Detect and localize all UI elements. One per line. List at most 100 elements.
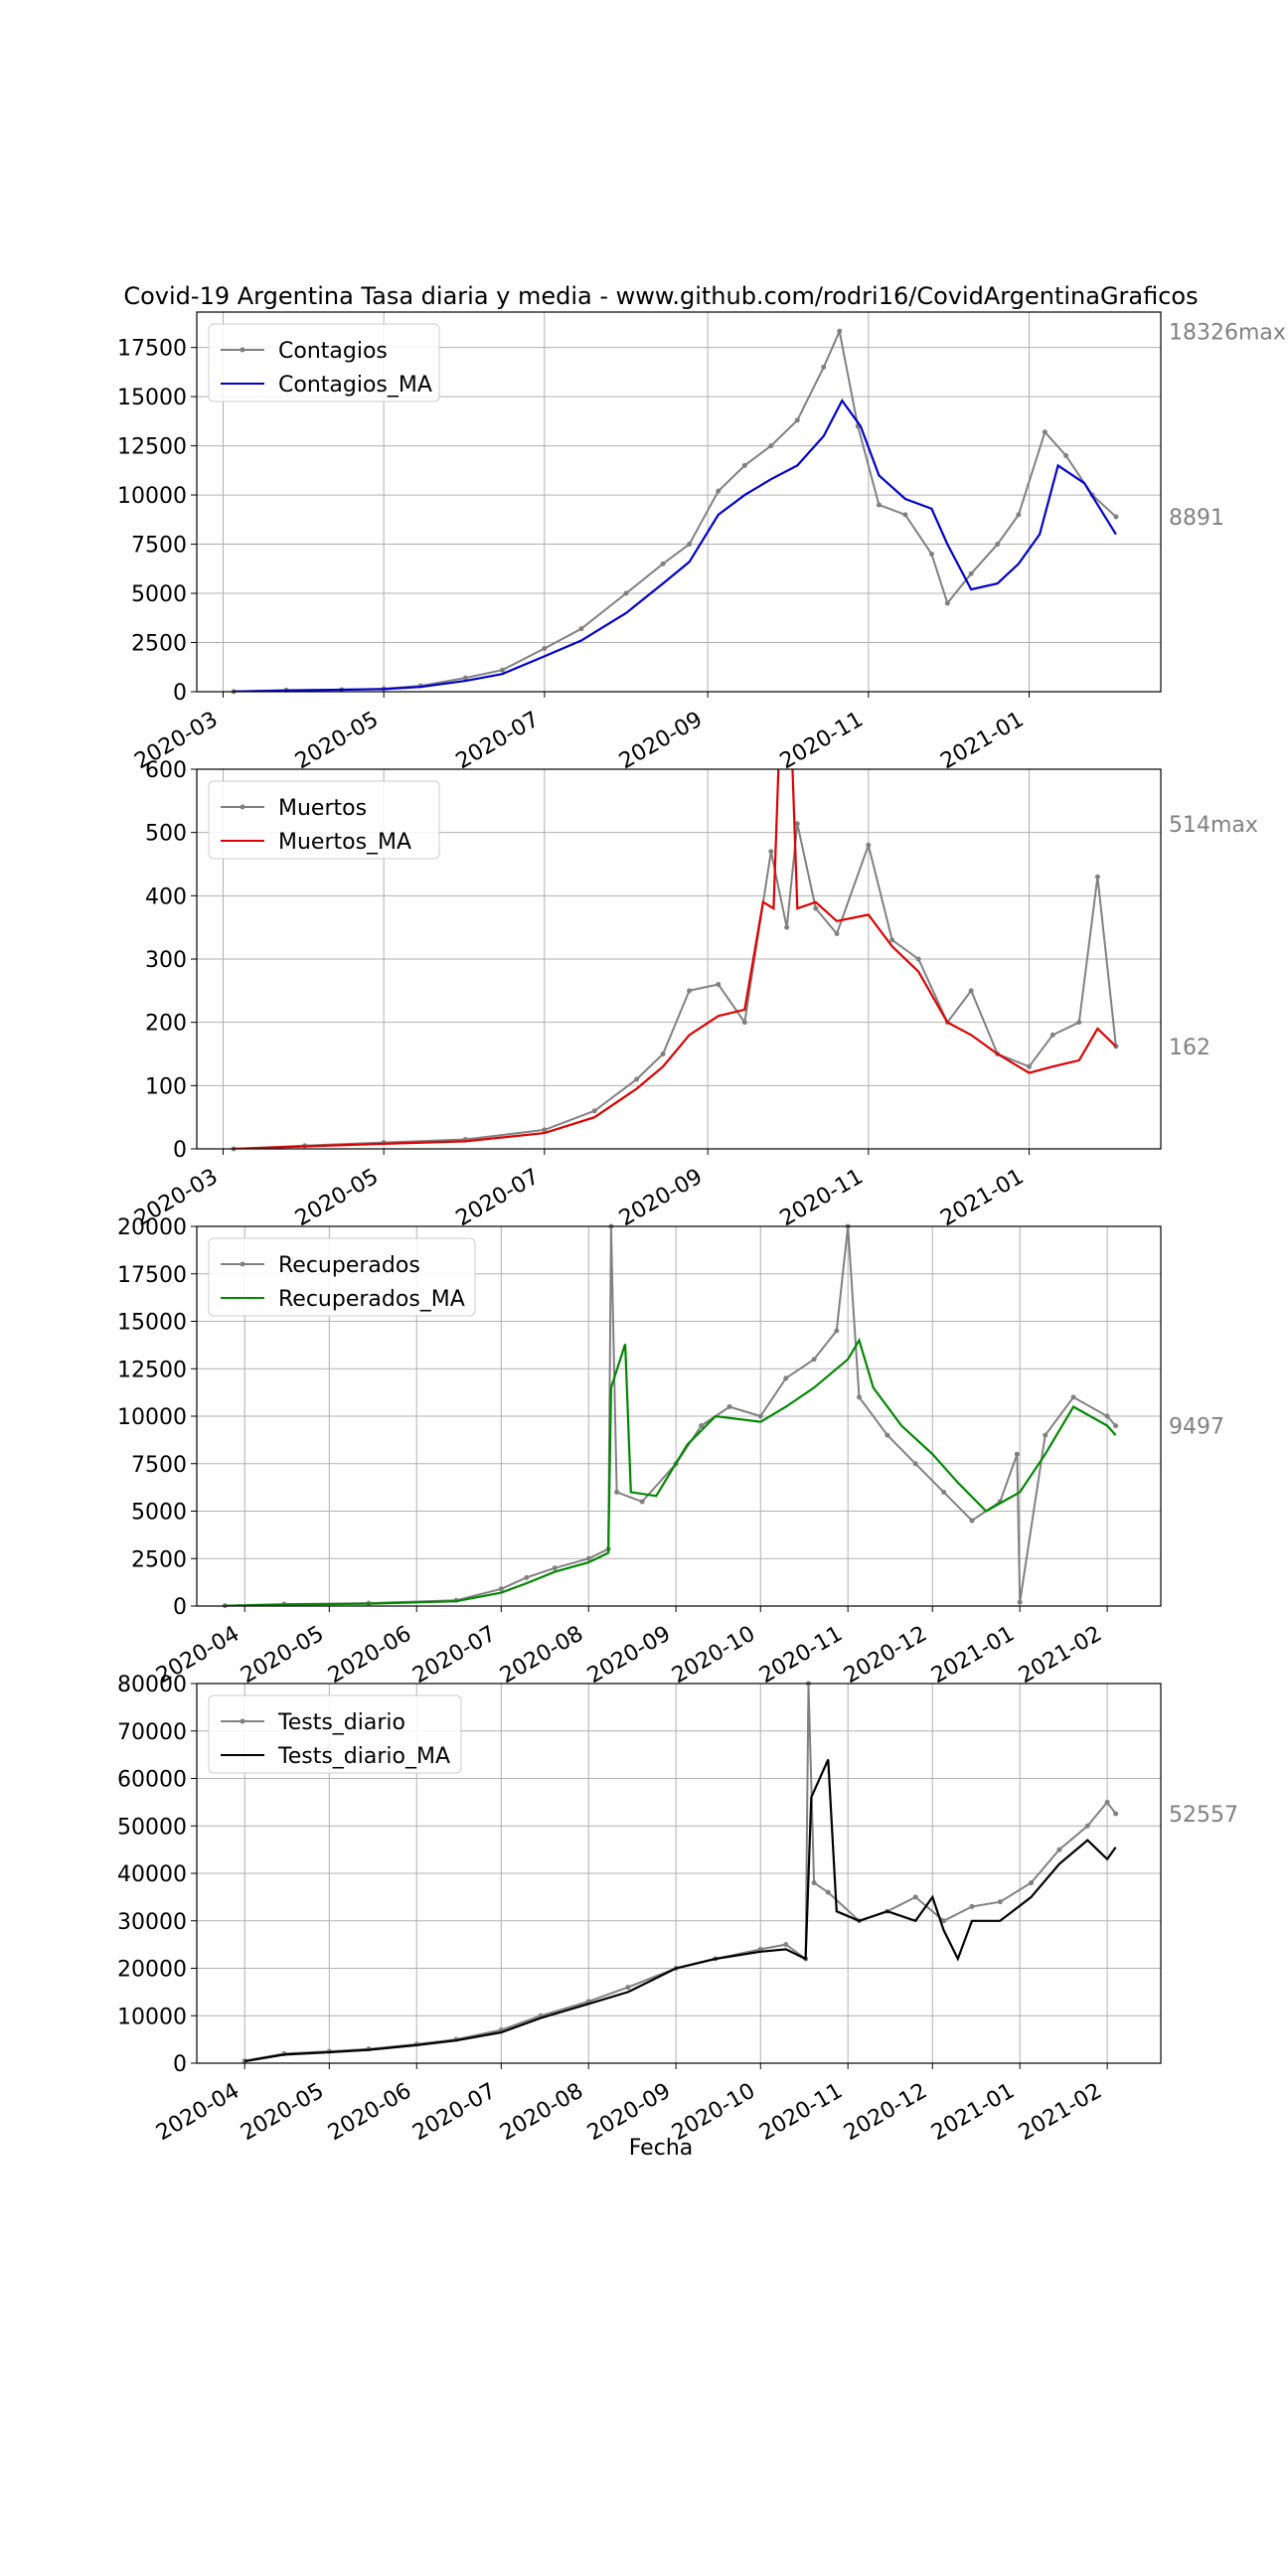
data-point: [885, 1432, 890, 1438]
y-tick-label: 600: [145, 758, 187, 783]
legend: Tests_diario Tests_diario_MA: [208, 1694, 462, 1774]
data-point: [1043, 1432, 1048, 1438]
series-line-Recuperados_MA: [225, 1337, 1117, 1606]
data-point: [716, 488, 722, 494]
data-point: [614, 1489, 620, 1495]
y-tick-label: 20000: [117, 1958, 187, 1983]
legend: Muertos Muertos_MA: [208, 780, 440, 860]
y-tick-label: 300: [145, 948, 187, 973]
legend-label: Contagios_MA: [278, 373, 432, 398]
side-annotation: 162: [1169, 1036, 1210, 1060]
series-line-Recuperados: [225, 1226, 1117, 1606]
axes-frame: [196, 1683, 1162, 2064]
y-tick-label: 10000: [117, 1405, 187, 1430]
data-point: [941, 1918, 947, 1924]
data-point: [794, 821, 800, 827]
data-point: [784, 924, 790, 930]
data-point: [741, 462, 747, 468]
data-point: [757, 1413, 763, 1419]
data-point: [1017, 1599, 1023, 1605]
data-point: [716, 981, 722, 987]
y-tick-label: 17500: [117, 1263, 187, 1288]
data-point: [1094, 874, 1100, 880]
axes-frame: [196, 768, 1162, 1150]
data-point: [794, 417, 800, 423]
y-tick-label: 10000: [117, 484, 187, 509]
y-tick-label: 2500: [131, 1547, 187, 1572]
data-point: [623, 590, 629, 596]
data-point: [876, 502, 882, 508]
data-point: [969, 1903, 975, 1909]
data-point: [660, 561, 666, 566]
axes-frame: [196, 1225, 1162, 1607]
y-tick-label: 0: [173, 1595, 187, 1620]
side-annotation: 514max: [1169, 813, 1258, 838]
legend-label: Muertos: [278, 796, 367, 821]
side-annotation: 8891: [1169, 506, 1224, 531]
data-point: [811, 1880, 817, 1886]
data-point: [1029, 1880, 1035, 1886]
y-tick-label: 40000: [117, 1862, 187, 1887]
data-point: [944, 600, 950, 606]
data-point: [834, 1328, 840, 1334]
series-line-Contagios_MA: [234, 399, 1117, 692]
data-point: [811, 1357, 817, 1363]
data-point: [783, 1375, 789, 1381]
data-point: [578, 626, 584, 632]
data-point: [462, 675, 468, 681]
data-point: [1056, 1847, 1062, 1852]
data-point: [639, 1499, 645, 1505]
axes-frame: [196, 311, 1162, 693]
legend-label: Tests_diario: [277, 1710, 405, 1735]
y-tick-label: 0: [173, 681, 187, 706]
data-point: [1070, 1394, 1076, 1400]
legend-label: Muertos_MA: [278, 830, 411, 855]
legend-label: Recuperados_MA: [278, 1287, 465, 1312]
y-tick-label: 12500: [117, 1358, 187, 1382]
data-point: [699, 1423, 705, 1429]
side-annotation: 18326max: [1169, 320, 1286, 345]
data-point: [941, 1489, 947, 1495]
data-point: [969, 1518, 975, 1524]
y-tick-label: 20000: [117, 1215, 187, 1240]
y-tick-label: 0: [173, 2052, 187, 2077]
data-point: [902, 512, 908, 518]
data-point: [928, 551, 934, 557]
data-point: [1084, 1823, 1090, 1829]
data-point: [687, 542, 693, 548]
data-point: [1016, 512, 1022, 518]
x-axis-label: Fecha: [629, 2136, 694, 2161]
data-point: [995, 542, 1001, 548]
legend-box: [208, 1694, 462, 1774]
y-tick-label: 30000: [117, 1910, 187, 1935]
legend-label: Contagios: [278, 339, 388, 364]
data-point: [542, 1127, 548, 1133]
data-point: [1026, 1063, 1032, 1069]
y-tick-label: 5000: [131, 1501, 187, 1526]
data-point: [687, 988, 693, 994]
y-tick-label: 70000: [117, 1720, 187, 1745]
side-annotation: 52557: [1169, 1803, 1238, 1828]
data-point: [997, 1899, 1003, 1905]
legend: Contagios Contagios_MA: [208, 323, 440, 402]
legend-label: Tests_diario_MA: [277, 1744, 450, 1769]
data-point: [1042, 429, 1047, 435]
data-point: [542, 645, 548, 651]
side-annotation: 9497: [1169, 1415, 1224, 1440]
legend-marker: [240, 1261, 245, 1267]
data-point: [912, 1461, 918, 1467]
figure-title: Covid-19 Argentina Tasa diaria y media -…: [123, 282, 1198, 310]
data-point: [524, 1574, 530, 1580]
data-point: [825, 1889, 831, 1895]
data-point: [634, 1076, 640, 1082]
data-point: [1113, 514, 1119, 520]
y-tick-label: 12500: [117, 435, 187, 460]
data-point: [968, 570, 974, 576]
data-point: [915, 956, 921, 962]
y-tick-label: 500: [145, 822, 187, 847]
y-tick-label: 0: [173, 1138, 187, 1163]
y-tick-label: 5000: [131, 582, 187, 607]
y-tick-label: 10000: [117, 2005, 187, 2029]
legend-marker: [240, 1718, 245, 1724]
data-point: [498, 1586, 504, 1592]
